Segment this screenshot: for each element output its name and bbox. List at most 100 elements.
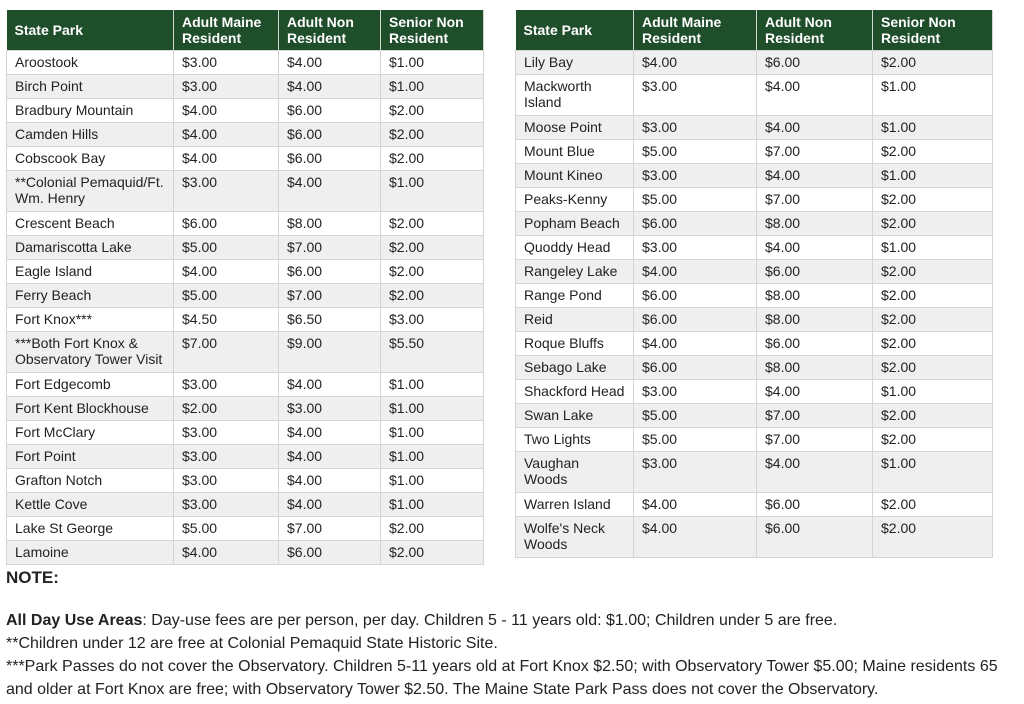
table-cell: $1.00 xyxy=(380,170,484,212)
table-row: Shackford Head $3.00 $4.00 $1.00 xyxy=(515,379,993,404)
table-cell: $2.00 xyxy=(380,259,484,284)
table-cell: $6.00 xyxy=(633,355,757,380)
table-row: Reid $6.00 $8.00 $2.00 xyxy=(515,307,993,332)
table-cell: $1.00 xyxy=(380,444,484,469)
header-cell: Senior Non Resident xyxy=(380,10,484,51)
table-cell: $6.00 xyxy=(633,307,757,332)
table-row: Peaks-Kenny $5.00 $7.00 $2.00 xyxy=(515,187,993,212)
table-cell: Fort Point xyxy=(6,444,174,469)
table-cell: $5.00 xyxy=(633,187,757,212)
table-cell: $5.00 xyxy=(173,235,279,260)
table-row: Vaughan Woods $3.00 $4.00 $1.00 xyxy=(515,451,993,493)
table-row: Lake St George $5.00 $7.00 $2.00 xyxy=(6,516,484,541)
table-cell: $6.00 xyxy=(633,283,757,308)
table-cell: $4.00 xyxy=(756,115,873,140)
table-cell: $2.00 xyxy=(872,259,993,284)
table-cell: Birch Point xyxy=(6,74,174,99)
table-cell: Mount Blue xyxy=(515,139,634,164)
table-row: Two Lights $5.00 $7.00 $2.00 xyxy=(515,427,993,452)
table-cell: $3.00 xyxy=(633,379,757,404)
table-row: Fort Edgecomb $3.00 $4.00 $1.00 xyxy=(6,372,484,397)
table-row: Lamoine $4.00 $6.00 $2.00 xyxy=(6,540,484,565)
table-cell: $4.00 xyxy=(278,74,381,99)
table-row: Eagle Island $4.00 $6.00 $2.00 xyxy=(6,259,484,284)
table-row: Wolfe's Neck Woods $4.00 $6.00 $2.00 xyxy=(515,516,993,558)
table-cell: $7.00 xyxy=(173,331,279,373)
table-row: Ferry Beach $5.00 $7.00 $2.00 xyxy=(6,283,484,308)
table-cell: $5.00 xyxy=(633,403,757,428)
table-cell: $4.00 xyxy=(173,259,279,284)
table-cell: Fort McClary xyxy=(6,420,174,445)
header-cell: Adult Maine Resident xyxy=(633,10,757,51)
table-row: Mount Kineo $3.00 $4.00 $1.00 xyxy=(515,163,993,188)
table-cell: $1.00 xyxy=(380,468,484,493)
table-cell: $6.00 xyxy=(756,259,873,284)
table-cell: $4.00 xyxy=(633,50,757,75)
table-cell: Roque Bluffs xyxy=(515,331,634,356)
table-cell: $6.00 xyxy=(756,50,873,75)
table-cell: $4.00 xyxy=(278,492,381,517)
table-row: Warren Island $4.00 $6.00 $2.00 xyxy=(515,492,993,517)
table-row: Quoddy Head $3.00 $4.00 $1.00 xyxy=(515,235,993,260)
table-row: Mount Blue $5.00 $7.00 $2.00 xyxy=(515,139,993,164)
table-cell: Lily Bay xyxy=(515,50,634,75)
table-cell: $2.00 xyxy=(872,187,993,212)
table-cell: Eagle Island xyxy=(6,259,174,284)
table-row: Fort Point $3.00 $4.00 $1.00 xyxy=(6,444,484,469)
header-cell: Adult Non Resident xyxy=(756,10,873,51)
header-cell: Adult Maine Resident xyxy=(173,10,279,51)
table-cell: Camden Hills xyxy=(6,122,174,147)
table-cell: Wolfe's Neck Woods xyxy=(515,516,634,558)
table-cell: $1.00 xyxy=(872,379,993,404)
table-row: Fort McClary $3.00 $4.00 $1.00 xyxy=(6,420,484,445)
table-cell: $2.00 xyxy=(872,331,993,356)
table-cell: $2.00 xyxy=(872,403,993,428)
table-cell: $5.00 xyxy=(633,427,757,452)
table-cell: $2.00 xyxy=(872,427,993,452)
table-cell: Warren Island xyxy=(515,492,634,517)
table-cell: $7.00 xyxy=(278,235,381,260)
table-cell: $7.00 xyxy=(756,427,873,452)
table-row: Range Pond $6.00 $8.00 $2.00 xyxy=(515,283,993,308)
table-cell: $3.00 xyxy=(173,468,279,493)
note-text: : Day-use fees are per person, per day. … xyxy=(142,612,838,629)
table-cell: $2.00 xyxy=(173,396,279,421)
header-cell: State Park xyxy=(6,10,174,51)
table-cell: Range Pond xyxy=(515,283,634,308)
table-cell: $1.00 xyxy=(380,372,484,397)
table-cell: $6.00 xyxy=(756,492,873,517)
table-cell: $6.00 xyxy=(278,122,381,147)
table-cell: Cobscook Bay xyxy=(6,146,174,171)
table-cell: $3.00 xyxy=(173,420,279,445)
table-row: Mackworth Island $3.00 $4.00 $1.00 xyxy=(515,74,993,116)
table-cell: Rangeley Lake xyxy=(515,259,634,284)
table-body: Lily Bay $4.00 $6.00 $2.00 Mackworth Island $… xyxy=(515,50,993,558)
table-cell: $6.00 xyxy=(756,331,873,356)
table-cell: $1.00 xyxy=(872,235,993,260)
note-title: NOTE: xyxy=(6,568,59,587)
table-cell: $7.00 xyxy=(278,283,381,308)
table-row: Aroostook $3.00 $4.00 $1.00 xyxy=(6,50,484,75)
note-line: All Day Use Areas: Day-use fees are per … xyxy=(6,609,1022,632)
table-cell: Bradbury Mountain xyxy=(6,98,174,123)
table-cell: $6.00 xyxy=(278,259,381,284)
table-cell: $1.00 xyxy=(380,74,484,99)
table-cell: $1.00 xyxy=(380,50,484,75)
table-row: Camden Hills $4.00 $6.00 $2.00 xyxy=(6,122,484,147)
table-cell: $4.00 xyxy=(173,146,279,171)
fee-table: State Park Adult Maine Resident Adult Non … xyxy=(515,10,993,558)
table-cell: $4.00 xyxy=(756,235,873,260)
table-cell: Shackford Head xyxy=(515,379,634,404)
table-cell: $4.00 xyxy=(633,492,757,517)
table-cell: $4.00 xyxy=(633,516,757,558)
table-cell: $5.50 xyxy=(380,331,484,373)
table-header: State Park Adult Maine Resident Adult Non … xyxy=(6,10,484,51)
table-cell: $7.00 xyxy=(756,187,873,212)
table-row: Lily Bay $4.00 $6.00 $2.00 xyxy=(515,50,993,75)
table-cell: $3.00 xyxy=(278,396,381,421)
table-cell: Moose Point xyxy=(515,115,634,140)
table-cell: $2.00 xyxy=(380,540,484,565)
table-cell: $5.00 xyxy=(173,516,279,541)
table-cell: $2.00 xyxy=(872,139,993,164)
